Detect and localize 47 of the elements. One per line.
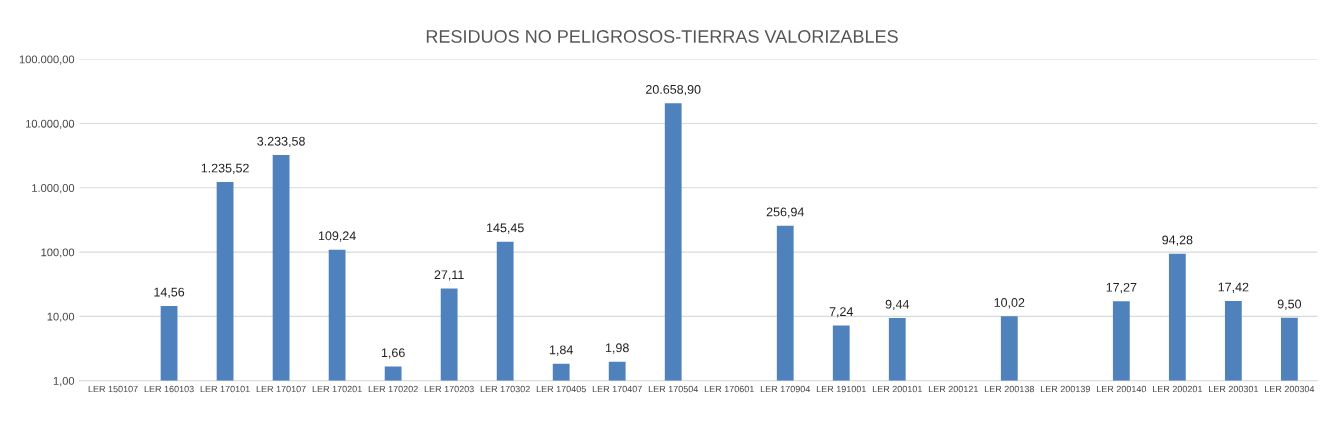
x-tick-label: LER 170107	[256, 385, 306, 393]
x-tick-label: LER 200138	[984, 385, 1034, 393]
x-tick-label: LER 200101	[872, 385, 922, 393]
data-label: 9,50	[1277, 299, 1302, 310]
data-label: 3.233,58	[257, 136, 305, 148]
data-label: 1,66	[381, 348, 405, 359]
x-tick-label: LER 170504	[648, 385, 699, 393]
data-label: 10,02	[994, 298, 1025, 309]
data-label: 14,56	[154, 287, 185, 298]
y-tick-label: 10.000,00	[26, 119, 75, 129]
data-label: 9,44	[885, 299, 910, 311]
y-tick-label: 1,00	[53, 376, 75, 387]
data-label: 94,28	[1162, 235, 1193, 246]
x-tick-label: LER 170203	[424, 385, 474, 393]
data-label: 109,24	[318, 231, 356, 242]
x-tick-label: LER 200304	[1265, 385, 1315, 393]
x-tick-label: LER 170601	[704, 385, 754, 393]
y-tick-label: 100.000,00	[19, 55, 75, 65]
data-label: 27,11	[434, 270, 464, 281]
x-tick-label: LER 170407	[592, 385, 642, 393]
x-tick-label: LER 170202	[368, 385, 418, 393]
data-label: 20.658,90	[646, 84, 701, 96]
data-label: 7,24	[829, 307, 854, 318]
x-tick-label: LER 170904	[760, 385, 811, 393]
x-tick-label: LER 160103	[144, 385, 194, 393]
x-tick-label: LER 200301	[1209, 385, 1259, 393]
x-tick-label: LER 200139	[1040, 385, 1090, 393]
x-tick-label: LER 200140	[1096, 385, 1147, 393]
x-tick-label: LER 150107	[88, 385, 138, 393]
x-tick-label: LER 191001	[816, 385, 866, 393]
x-tick-label: LER 200201	[1152, 385, 1202, 393]
x-tick-label: LER 200121	[928, 385, 978, 393]
data-label: 1,84	[549, 345, 573, 356]
data-label: 17,27	[1106, 282, 1137, 294]
x-tick-label: LER 170201	[312, 385, 362, 393]
y-tick-label: 10,00	[47, 312, 75, 322]
data-label: 1.235,52	[201, 163, 249, 174]
y-tick-label: 1.000,00	[32, 184, 75, 194]
data-label: 145,45	[487, 223, 524, 234]
x-tick-label: LER 170101	[200, 385, 250, 393]
x-tick-label: LER 170302	[480, 385, 530, 393]
x-tick-label: LER 170405	[536, 385, 586, 393]
data-label: 256,94	[766, 207, 804, 218]
data-label: 1,98	[605, 343, 629, 354]
chart-title: RESIDUOS NO PELIGROSOS-TIERRAS VALORIZABLES	[426, 30, 898, 43]
data-label: 17,42	[1218, 282, 1249, 293]
y-tick-label: 100,00	[41, 248, 75, 258]
